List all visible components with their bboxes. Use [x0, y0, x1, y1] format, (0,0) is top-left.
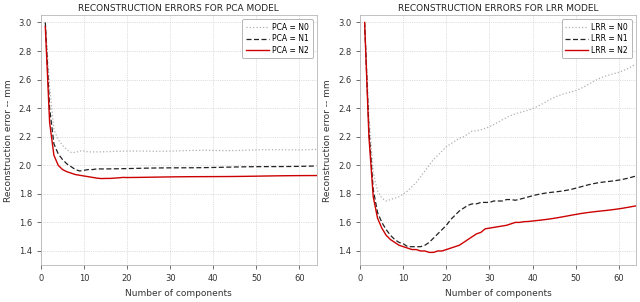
Line: PCA = N2: PCA = N2: [45, 27, 317, 178]
PCA = N0: [157, 149, 165, 153]
LRR = N1: [361, 21, 369, 24]
PCA = N1: [80, 169, 88, 172]
LRR = N2: [499, 224, 506, 228]
LRR = N0: [516, 111, 524, 114]
Line: LRR = N0: LRR = N0: [365, 22, 636, 201]
Title: RECONSTRUCTION ERRORS FOR LRR MODEL: RECONSTRUCTION ERRORS FOR LRR MODEL: [398, 4, 598, 13]
LRR = N0: [499, 118, 506, 122]
LRR = N1: [477, 201, 484, 204]
LRR = N2: [477, 231, 484, 234]
PCA = N1: [157, 166, 165, 170]
LRR = N2: [538, 218, 545, 222]
LRR = N0: [632, 62, 639, 66]
Line: LRR = N1: LRR = N1: [365, 22, 636, 247]
LRR = N1: [632, 174, 639, 178]
Line: PCA = N1: PCA = N1: [45, 22, 317, 171]
LRR = N1: [499, 199, 506, 203]
PCA = N1: [179, 166, 187, 170]
Title: RECONSTRUCTION ERRORS FOR PCA MODEL: RECONSTRUCTION ERRORS FOR PCA MODEL: [78, 4, 279, 13]
PCA = N2: [97, 177, 105, 180]
LRR = N1: [538, 192, 545, 196]
PCA = N0: [80, 149, 88, 153]
PCA = N0: [179, 149, 187, 153]
LRR = N1: [541, 191, 549, 195]
LRR = N2: [396, 243, 403, 247]
PCA = N1: [222, 165, 230, 169]
PCA = N1: [218, 165, 226, 169]
PCA = N2: [196, 175, 204, 178]
LRR = N2: [516, 220, 524, 224]
PCA = N0: [218, 149, 226, 153]
LRR = N0: [538, 103, 545, 106]
Line: PCA = N0: PCA = N0: [45, 22, 317, 153]
PCA = N2: [222, 175, 230, 178]
LRR = N0: [399, 192, 407, 196]
Y-axis label: Reconstruction error -- mm: Reconstruction error -- mm: [4, 79, 13, 202]
X-axis label: Number of components: Number of components: [125, 289, 232, 298]
X-axis label: Number of components: Number of components: [445, 289, 552, 298]
LRR = N1: [396, 241, 403, 244]
PCA = N2: [218, 175, 226, 178]
PCA = N1: [196, 166, 204, 169]
PCA = N1: [313, 164, 321, 168]
LRR = N2: [541, 218, 549, 221]
PCA = N0: [67, 151, 75, 154]
LRR = N2: [632, 204, 639, 208]
PCA = N1: [76, 169, 84, 173]
PCA = N0: [313, 148, 321, 151]
PCA = N2: [157, 175, 165, 179]
PCA = N2: [179, 175, 187, 178]
PCA = N0: [222, 149, 230, 153]
LRR = N0: [382, 199, 390, 203]
LRR = N1: [404, 245, 412, 249]
Y-axis label: Reconstruction error -- mm: Reconstruction error -- mm: [323, 79, 332, 202]
PCA = N2: [76, 173, 84, 177]
LRR = N2: [361, 21, 369, 24]
LRR = N2: [426, 251, 433, 254]
PCA = N0: [196, 149, 204, 152]
Legend: LRR = N0, LRR = N1, LRR = N2: LRR = N0, LRR = N1, LRR = N2: [562, 19, 632, 58]
PCA = N2: [313, 174, 321, 177]
Legend: PCA = N0, PCA = N1, PCA = N2: PCA = N0, PCA = N1, PCA = N2: [242, 19, 313, 58]
PCA = N0: [42, 21, 49, 24]
LRR = N0: [477, 128, 484, 132]
Line: LRR = N2: LRR = N2: [365, 22, 636, 252]
LRR = N0: [361, 21, 369, 24]
PCA = N1: [42, 21, 49, 24]
PCA = N2: [42, 25, 49, 29]
LRR = N1: [516, 198, 524, 201]
LRR = N0: [541, 100, 549, 104]
